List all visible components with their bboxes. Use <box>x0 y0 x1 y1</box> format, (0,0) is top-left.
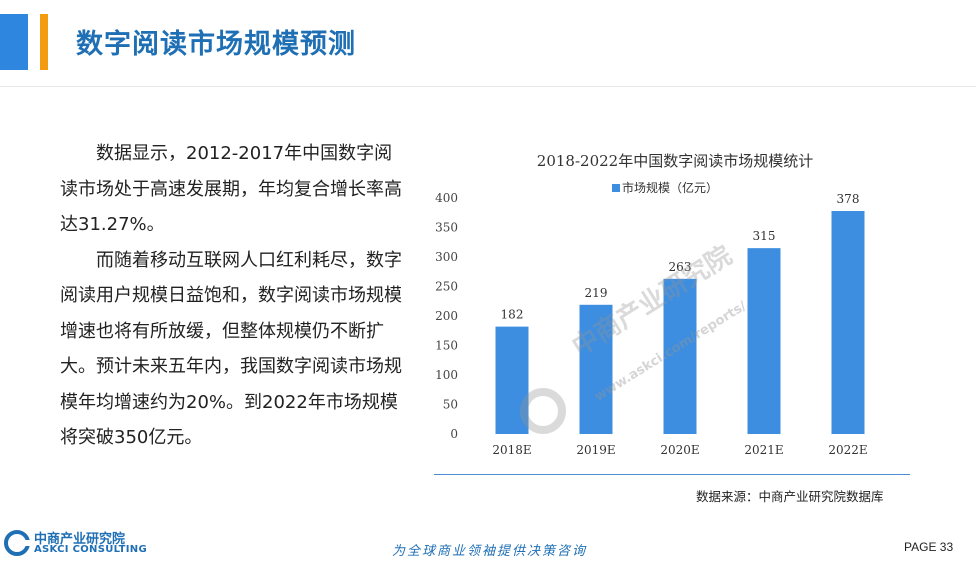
title-accent-bar-orange <box>40 14 48 70</box>
bar <box>747 248 781 434</box>
data-label: 219 <box>585 286 608 300</box>
x-tick-label: 2018E <box>492 443 531 457</box>
paragraph-2: 而随着移动互联网人口红利耗尽，数字阅读用户规模日益饱和，数字阅读市场规模增速也将… <box>60 249 402 449</box>
y-tick-label: 200 <box>435 309 458 323</box>
chart-title: 2018-2022年中国数字阅读市场规模统计 <box>536 152 814 170</box>
data-source: 数据来源：中商产业研究院数据库 <box>696 489 884 504</box>
data-label: 263 <box>669 260 692 274</box>
y-tick-label: 350 <box>435 221 458 235</box>
y-tick-label: 150 <box>435 339 458 353</box>
company-logo: 中商产业研究院 ASKCI CONSULTING <box>2 528 152 560</box>
y-tick-label: 250 <box>435 280 458 294</box>
page-title: 数字阅读市场规模预测 <box>76 29 356 60</box>
x-tick-label: 2020E <box>660 443 699 457</box>
x-tick-label: 2022E <box>828 443 867 457</box>
bar-chart: 0 50 100 150 200 250 300 350 400 市场规模（亿元） 182 2018E… <box>435 180 868 457</box>
legend-label: 市场规模（亿元） <box>622 180 718 195</box>
y-tick-label: 100 <box>435 368 458 382</box>
footer-slogan: 为全球商业领袖提供决策咨询 <box>392 544 588 559</box>
x-tick-label: 2019E <box>576 443 615 457</box>
data-label: 315 <box>753 229 776 243</box>
title-divider <box>0 86 976 87</box>
title-accent-bar-blue <box>0 14 28 70</box>
y-tick-label: 300 <box>435 250 458 264</box>
data-label: 378 <box>837 192 860 206</box>
bar <box>495 326 529 434</box>
data-label: 182 <box>501 308 524 322</box>
paragraph-1: 数据显示，2012-2017年中国数字阅读市场处于高速发展期，年均复合增长率高达… <box>60 143 402 235</box>
bar <box>663 278 697 434</box>
chart-bottom-rule <box>434 474 910 475</box>
y-tick-label: 0 <box>450 427 458 441</box>
y-tick-label: 50 <box>443 398 458 412</box>
bar <box>831 210 865 434</box>
logo-mark-icon <box>4 530 32 556</box>
y-tick-label: 400 <box>435 191 458 205</box>
x-tick-label: 2021E <box>744 443 783 457</box>
bar <box>579 304 613 434</box>
page-number: PAGE 33 <box>904 540 954 554</box>
legend-swatch <box>612 184 620 192</box>
logo-text-en: ASKCI CONSULTING <box>34 544 147 555</box>
body-text: 数据显示，2012-2017年中国数字阅读市场处于高速发展期，年均复合增长率高达… <box>60 136 410 456</box>
logo-text-cn: 中商产业研究院 <box>34 532 126 547</box>
